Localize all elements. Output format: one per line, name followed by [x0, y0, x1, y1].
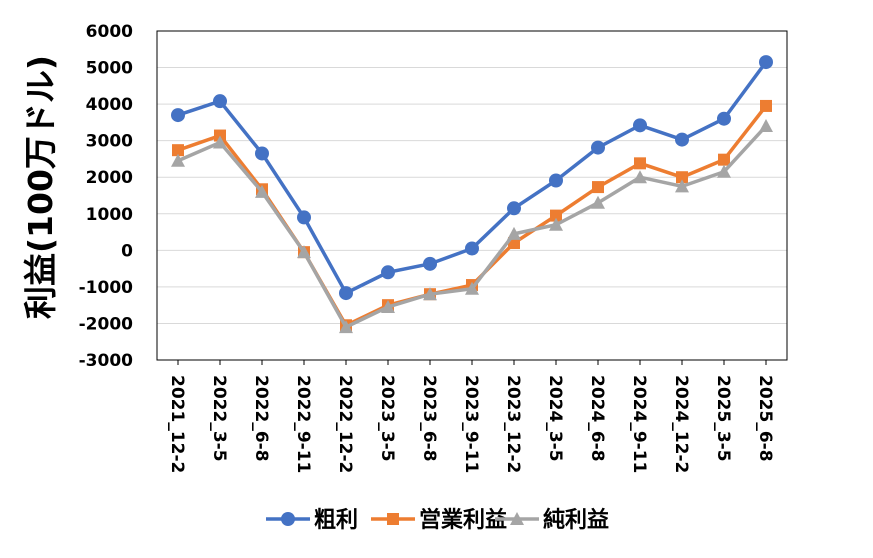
x-tick-label: 2021_12-2: [167, 375, 187, 473]
data-point: [297, 210, 311, 225]
data-point: [760, 99, 772, 112]
data-point: [465, 281, 479, 295]
legend-label: 粗利: [314, 508, 358, 533]
data-point: [591, 195, 605, 209]
data-point: [381, 299, 395, 313]
y-tick-label: 3000: [86, 132, 133, 152]
legend-marker-icon: [387, 513, 399, 525]
legend-item: 営業利益: [371, 507, 507, 533]
series-circle: [171, 55, 773, 301]
data-point: [172, 144, 184, 157]
data-point: [675, 179, 689, 193]
x-tick-label: 2022_6-8: [251, 375, 271, 462]
legend-label: 純利益: [543, 507, 609, 533]
legend: 粗利 営業利益 純利益: [266, 507, 609, 533]
series-group: [171, 55, 773, 334]
y-tick-label: -3000: [79, 351, 134, 371]
legend-marker-icon: [281, 512, 295, 526]
y-tick-label: -1000: [79, 278, 134, 298]
data-point: [717, 164, 731, 178]
data-point: [213, 135, 227, 149]
x-tick-label: 2024_6-8: [587, 375, 607, 462]
data-point: [718, 153, 730, 166]
data-point: [633, 170, 647, 184]
x-tick-label: 2025_6-8: [755, 375, 775, 462]
x-tick-label: 2022_3-5: [209, 375, 229, 462]
legend-item: 粗利: [266, 508, 358, 533]
data-point: [423, 256, 437, 271]
data-point: [634, 157, 646, 170]
x-axis-ticks: 2021_12-2 2022_3-5 2022_6-8 2022_9-11 2022_1…: [167, 360, 775, 473]
y-tick-label: 1000: [86, 205, 133, 225]
data-point: [633, 118, 647, 133]
data-point: [549, 173, 563, 188]
y-axis-ticks: 6000 5000 4000 3000 2000 1000 0 -1000 -2000 -3000: [79, 22, 134, 371]
y-axis-label: 利益(100万ドル): [21, 55, 60, 319]
y-tick-label: 4000: [86, 95, 133, 115]
y-tick-label: -2000: [79, 314, 134, 334]
data-point: [549, 217, 563, 231]
x-tick-label: 2024_3-5: [545, 375, 565, 462]
y-tick-label: 2000: [86, 168, 133, 188]
data-point: [255, 184, 269, 198]
x-tick-label: 2024_12-2: [671, 375, 691, 473]
data-point: [171, 153, 185, 167]
x-tick-label: 2024_9-11: [629, 375, 649, 473]
data-point: [255, 146, 269, 161]
x-tick-label: 2022_9-11: [293, 375, 313, 473]
data-point: [507, 201, 521, 216]
data-point: [717, 111, 731, 126]
y-tick-label: 5000: [86, 59, 133, 79]
data-point: [550, 209, 562, 222]
data-point: [507, 226, 521, 240]
gridlines: [157, 30, 787, 361]
x-tick-label: 2023_6-8: [419, 375, 439, 462]
data-point: [339, 320, 353, 334]
x-tick-label: 2022_12-2: [335, 375, 355, 473]
x-tick-label: 2023_3-5: [377, 375, 397, 462]
x-tick-label: 2023_9-11: [461, 375, 481, 473]
x-tick-label: 2025_3-5: [713, 375, 733, 462]
data-point: [381, 265, 395, 280]
data-point: [465, 241, 479, 256]
y-tick-label: 0: [121, 241, 133, 261]
legend-label: 営業利益: [419, 507, 507, 533]
data-point: [759, 119, 773, 133]
series-triangle: [171, 119, 773, 334]
plot-area-border: [156, 30, 788, 361]
data-point: [171, 108, 185, 123]
data-point: [676, 171, 688, 184]
data-point: [591, 140, 605, 155]
data-point: [675, 132, 689, 147]
data-point: [592, 181, 604, 194]
data-point: [339, 286, 353, 301]
data-point: [213, 94, 227, 109]
x-tick-label: 2023_12-2: [503, 375, 523, 473]
data-point: [423, 287, 437, 301]
data-point: [297, 245, 311, 259]
y-tick-label: 6000: [86, 22, 133, 42]
legend-item: 純利益: [495, 507, 609, 533]
legend-marker-icon: [510, 512, 524, 525]
data-point: [759, 55, 773, 70]
